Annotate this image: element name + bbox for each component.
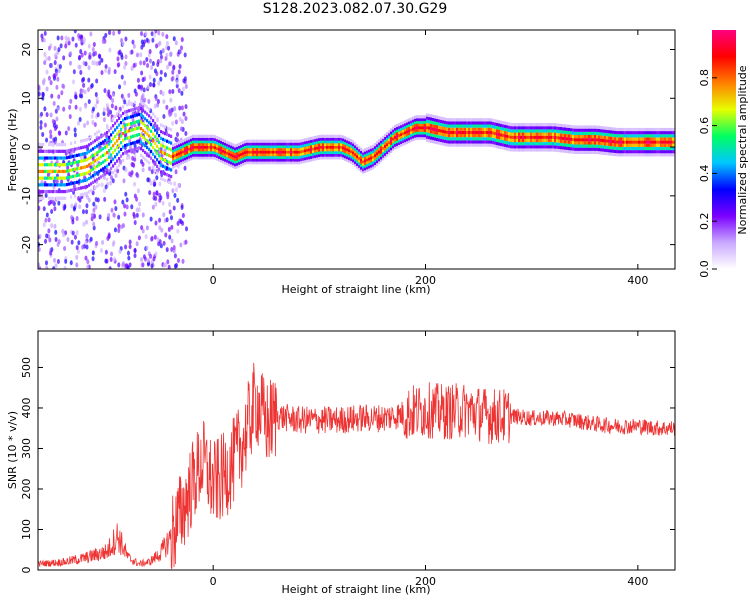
spectrogram-y-tick: 0 (20, 144, 675, 151)
svg-text:400: 400 (627, 274, 648, 287)
svg-text:300: 300 (20, 438, 33, 459)
svg-text:200: 200 (415, 575, 436, 588)
svg-text:0.0: 0.0 (698, 260, 711, 278)
svg-text:0.8: 0.8 (698, 69, 711, 87)
svg-text:400: 400 (627, 575, 648, 588)
svg-text:10: 10 (20, 91, 33, 105)
snr-y-tick: 200 (20, 478, 675, 499)
colorbar-tick: 0.2 (698, 212, 717, 230)
spectrogram-x-tick: 400 (627, 30, 648, 287)
colorbar: 0.0 0.2 0.4 0.6 0.8 Normalized spectral ampl… (698, 30, 749, 278)
colorbar-label: Normalized spectral amplitude (736, 65, 749, 234)
svg-text:0.4: 0.4 (698, 165, 711, 183)
snr-frame (37, 330, 676, 571)
snr-panel: 0 200 400 0 100 200 300 400 500 Height of strai… (6, 330, 676, 596)
snr-y-tick: 400 (20, 397, 675, 418)
svg-text:20: 20 (20, 43, 33, 57)
snr-x-tick: 0 (210, 331, 217, 588)
svg-text:0: 0 (20, 144, 33, 151)
svg-text:-20: -20 (20, 236, 33, 254)
svg-text:0.6: 0.6 (698, 117, 711, 135)
colorbar-tick: 0.6 (698, 117, 717, 135)
svg-text:400: 400 (20, 397, 33, 418)
colorbar-tick: 0.8 (698, 69, 717, 87)
svg-text:0: 0 (20, 567, 33, 574)
svg-text:200: 200 (20, 478, 33, 499)
spectrogram-image (38, 30, 675, 269)
spectrogram-y-tick: 10 (20, 91, 675, 105)
snr-x-tick: 200 (415, 331, 436, 588)
svg-text:0: 0 (210, 575, 217, 588)
svg-text:-10: -10 (20, 187, 33, 205)
spectrogram-x-tick: 200 (415, 30, 436, 287)
spectrogram-x-label: Height of straight line (km) (281, 283, 430, 296)
snr-x-tick: 400 (627, 331, 648, 588)
spectrogram-x-tick: 0 (210, 30, 217, 287)
snr-series-line (37, 362, 676, 570)
snr-y-tick: 500 (20, 357, 675, 378)
spectrogram-y-tick: -20 (20, 236, 675, 254)
snr-y-label: SNR (10 * v/v) (6, 411, 19, 489)
spectrogram-panel: 0 200 400 -20 -10 0 10 20 Height of straight l… (6, 29, 676, 296)
spectrogram-frame (37, 29, 676, 270)
spectrogram-y-tick: 20 (20, 43, 675, 57)
svg-text:0.2: 0.2 (698, 212, 711, 230)
snr-x-label: Height of straight line (km) (281, 583, 430, 596)
colorbar-bar (712, 30, 736, 269)
chart-title: S128.2023.082.07.30.G29 (263, 1, 448, 17)
spectrogram-y-tick: -10 (20, 187, 675, 205)
snr-y-tick: 100 (20, 519, 675, 540)
snr-y-tick: 300 (20, 438, 675, 459)
colorbar-tick: 0.0 (698, 260, 717, 278)
snr-y-tick: 0 (20, 567, 675, 574)
svg-text:0: 0 (210, 274, 217, 287)
svg-text:100: 100 (20, 519, 33, 540)
svg-text:200: 200 (415, 274, 436, 287)
svg-text:500: 500 (20, 357, 33, 378)
spectrogram-y-label: Frequency (Hz) (6, 109, 19, 192)
colorbar-tick: 0.4 (698, 165, 717, 183)
